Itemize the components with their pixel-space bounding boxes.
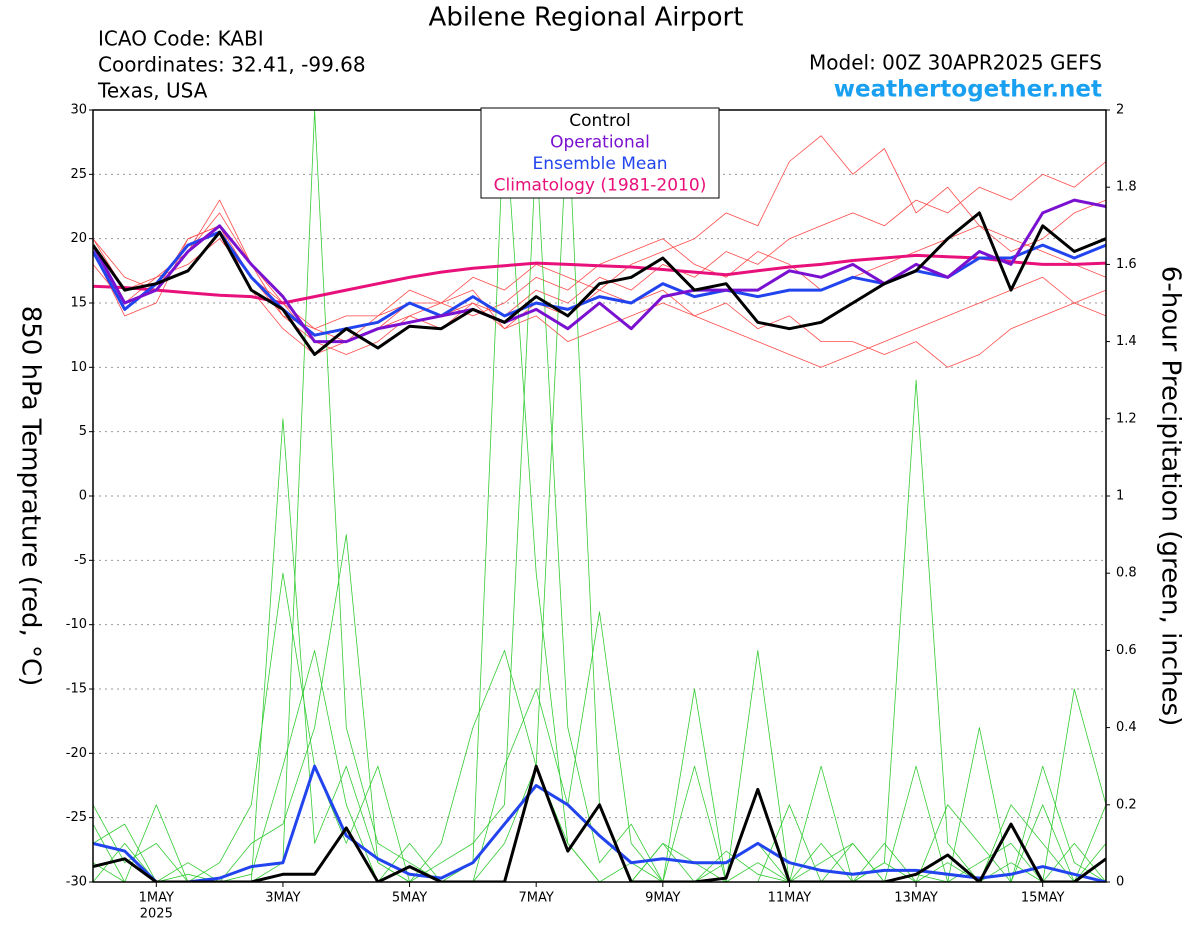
y-tick-label: -20 (66, 746, 87, 761)
x-sublabel: 2025 (140, 907, 173, 922)
series-line (93, 253, 1106, 305)
y2-tick-label: 1.6 (1116, 257, 1137, 272)
series-lines (93, 110, 1106, 882)
series-line (93, 230, 1106, 337)
y-axis-label: 850 hPa Temprature (red, °C) (16, 306, 46, 687)
member-line (93, 135, 1106, 342)
y-tick-label: 30 (70, 103, 87, 118)
member-line (93, 110, 1106, 882)
y2-axis-label: 6-hour Precipitation (green, inches) (1156, 266, 1186, 726)
x-tick-label: 1MAY (139, 891, 174, 906)
legend-entry: Operational (550, 133, 650, 153)
y2-tick-label: 1.4 (1116, 334, 1137, 349)
chart-title: Abilene Regional Airport (429, 3, 744, 33)
member-line (93, 764, 1106, 882)
model-info: Model: 00Z 30APR2025 GEFS (809, 51, 1102, 75)
y-tick-label: 15 (70, 296, 87, 311)
legend-entry: Control (569, 111, 630, 131)
legend-entry: Ensemble Mean (532, 154, 667, 174)
y-tick-label: 5 (79, 424, 87, 439)
y-tick-label: -5 (74, 553, 87, 568)
x-tick-label: 11MAY (768, 891, 812, 906)
y-tick-label: -15 (66, 682, 87, 697)
x-tick-label: 9MAY (645, 891, 680, 906)
x-tick-label: 5MAY (392, 891, 427, 906)
info-line: Coordinates: 32.41, -99.68 (98, 53, 366, 77)
y-tick-label: -30 (66, 875, 87, 890)
y2-tick-label: 1 (1116, 489, 1124, 504)
y-tick-label: 10 (70, 360, 87, 375)
member-line (93, 764, 1106, 882)
y2-tick-label: 1.2 (1116, 411, 1137, 426)
info-line: Texas, USA (97, 79, 208, 103)
y-tick-label: 0 (79, 489, 87, 504)
y2-tick-label: 0 (1116, 875, 1124, 890)
info-line: ICAO Code: KABI (98, 27, 264, 51)
y-tick-label: 20 (70, 231, 87, 246)
y2-tick-label: 2 (1116, 103, 1124, 118)
member-line (93, 418, 1106, 882)
y2-tick-label: 0.4 (1116, 720, 1137, 735)
x-tick-label: 15MAY (1021, 891, 1065, 906)
y-tick-label: -10 (66, 617, 87, 632)
x-tick-label: 13MAY (894, 891, 938, 906)
member-line (93, 148, 1106, 882)
member-line (93, 161, 1106, 355)
y2-tick-label: 1.8 (1116, 180, 1137, 195)
member-line (93, 110, 1106, 882)
axes: -30-25-20-15-10-505101520253000.20.40.60… (66, 103, 1137, 922)
x-tick-label: 3MAY (265, 891, 300, 906)
y-tick-label: -25 (66, 810, 87, 825)
legend-box (480, 107, 720, 199)
member-line (93, 225, 1106, 368)
y2-tick-label: 0.6 (1116, 643, 1137, 658)
x-tick-label: 7MAY (519, 891, 554, 906)
y2-tick-label: 0.8 (1116, 566, 1137, 581)
series-line (93, 211, 1106, 356)
source: weathertogether.net (834, 77, 1102, 103)
y-tick-label: 25 (70, 167, 87, 182)
y2-tick-label: 0.2 (1116, 797, 1137, 812)
series-line (93, 198, 1106, 344)
legend-entry: Climatology (1981-2010) (494, 176, 707, 196)
